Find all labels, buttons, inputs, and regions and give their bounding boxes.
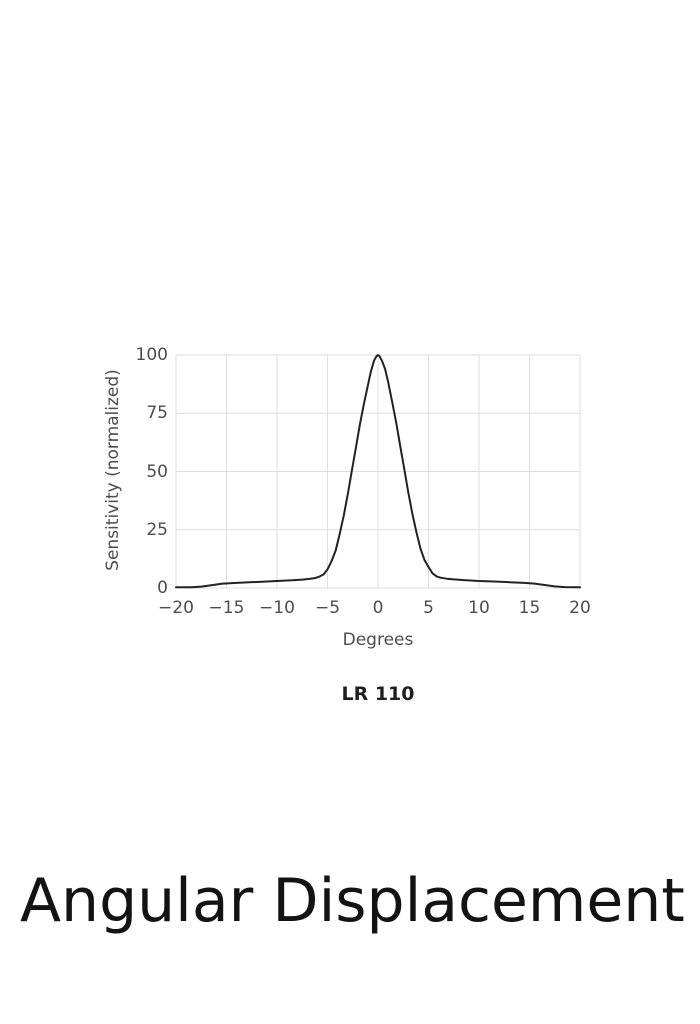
y-tick-label: 0	[157, 578, 168, 598]
x-tick-label: 5	[423, 598, 434, 618]
x-tick-label: −5	[314, 598, 341, 618]
x-tick-label: 15	[518, 598, 541, 618]
chart-caption: LR 110	[341, 683, 415, 705]
x-tick-label: −20	[158, 598, 194, 618]
x-tick-label: −10	[259, 598, 295, 618]
plot-area	[175, 354, 581, 589]
y-tick-label: 50	[146, 461, 168, 482]
y-tick-label: 100	[135, 345, 168, 365]
x-axis-title: Degrees	[342, 630, 414, 650]
x-tick-label: 10	[468, 598, 490, 618]
y-tick-label: 25	[146, 519, 168, 540]
page-title: Angular Displacement	[20, 866, 685, 936]
x-tick-label: −15	[208, 598, 245, 618]
y-tick-label: 75	[146, 403, 168, 424]
sensitivity-chart: Sensitivity (normalized) Degrees 0 25 50 75…	[103, 345, 591, 650]
data-line	[175, 354, 581, 589]
x-tick-label: 20	[569, 598, 591, 618]
x-tick-label: 0	[372, 598, 384, 618]
